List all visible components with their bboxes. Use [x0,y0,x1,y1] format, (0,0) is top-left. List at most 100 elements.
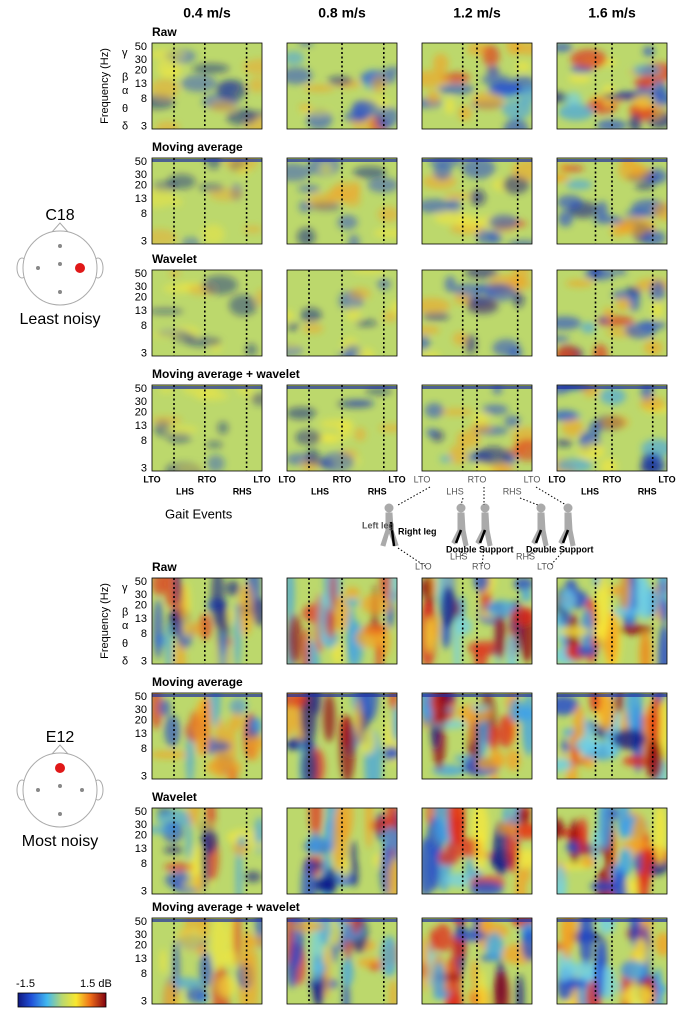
y-tick-label: 13 [135,843,147,855]
blob [484,284,518,302]
panel-border [151,384,263,472]
blob [641,230,666,244]
row-title: Moving average [152,675,243,689]
head [22,230,98,306]
blob [301,856,316,894]
blob [345,399,375,407]
blob [489,230,502,244]
y-tick-label: 13 [135,305,147,317]
blob [163,979,178,1004]
blob [493,970,510,1004]
blob [175,464,204,471]
blob [206,441,223,449]
blob [469,189,486,206]
blob [305,448,321,465]
blob [181,237,201,244]
blob [165,425,199,434]
y-tick-label: 13 [135,420,147,432]
panel-border [286,917,398,1005]
spectrogram [152,385,262,471]
blob [425,428,437,437]
band-label: α [122,620,129,632]
blob [317,592,330,646]
gait-label: RHS [368,486,387,496]
edge-strip [557,386,667,389]
blob [354,319,378,327]
blob [517,808,530,827]
gait-label: LHS [450,551,468,561]
blob [320,433,344,444]
blob [475,446,512,466]
blob [632,64,661,77]
blob [557,409,579,421]
blob [447,808,465,845]
blob [625,210,648,218]
blob [160,70,183,77]
blob [584,270,616,281]
blob [557,864,567,894]
spectrogram [422,808,532,894]
band-label: β [122,606,128,618]
blob [287,578,295,624]
gait-label: RTO [468,474,487,484]
blob [509,606,532,626]
blob [561,417,584,437]
row-title: Raw [152,560,177,574]
blob [384,66,397,74]
blob [152,599,164,660]
y-tick-label: 3 [141,770,147,782]
panel-border [556,269,668,357]
blob [429,578,436,597]
blob [574,736,602,753]
gait-label: RHS [233,486,252,496]
gait-title: Gait Events [165,506,233,521]
blob [565,962,602,985]
blob [160,948,167,974]
blob [155,120,180,129]
blob [494,612,506,660]
blob [380,935,397,977]
spectrogram [422,918,532,1004]
blob [336,808,354,841]
blob [422,351,441,356]
blob [216,79,248,102]
blob [290,921,325,932]
y-tick-label: 3 [141,462,147,474]
blob [618,217,656,237]
blob [515,822,532,840]
spectrogram-blobs [557,918,667,1004]
blob [341,858,349,881]
blob [320,452,355,471]
blob [327,76,353,85]
blob [197,737,208,757]
y-tick-label: 20 [135,179,147,191]
y-tick-label: 8 [141,628,147,640]
y-tick-label: 8 [141,968,147,980]
blob [422,335,431,351]
blob [593,344,608,356]
blob [561,978,588,989]
spectrogram-blobs [287,918,397,1004]
blob [348,234,360,244]
blob [287,342,302,349]
blob [436,850,459,866]
blob [598,316,609,324]
blob [300,743,318,779]
spectrogram [287,918,397,1004]
spectrogram-blobs [422,270,532,356]
blob [422,198,454,214]
blob [354,628,386,648]
spectrogram-blobs [152,578,262,664]
blob [243,225,262,234]
blob [457,215,483,231]
y-tick-label: 13 [135,953,147,965]
blob [381,826,397,851]
blob [245,343,257,356]
panel-border [286,384,398,472]
spectrogram [557,158,667,244]
gait-label: LTO [524,474,541,484]
blob [287,67,313,85]
blob [164,714,181,747]
blob [300,307,322,323]
blob [565,179,593,190]
